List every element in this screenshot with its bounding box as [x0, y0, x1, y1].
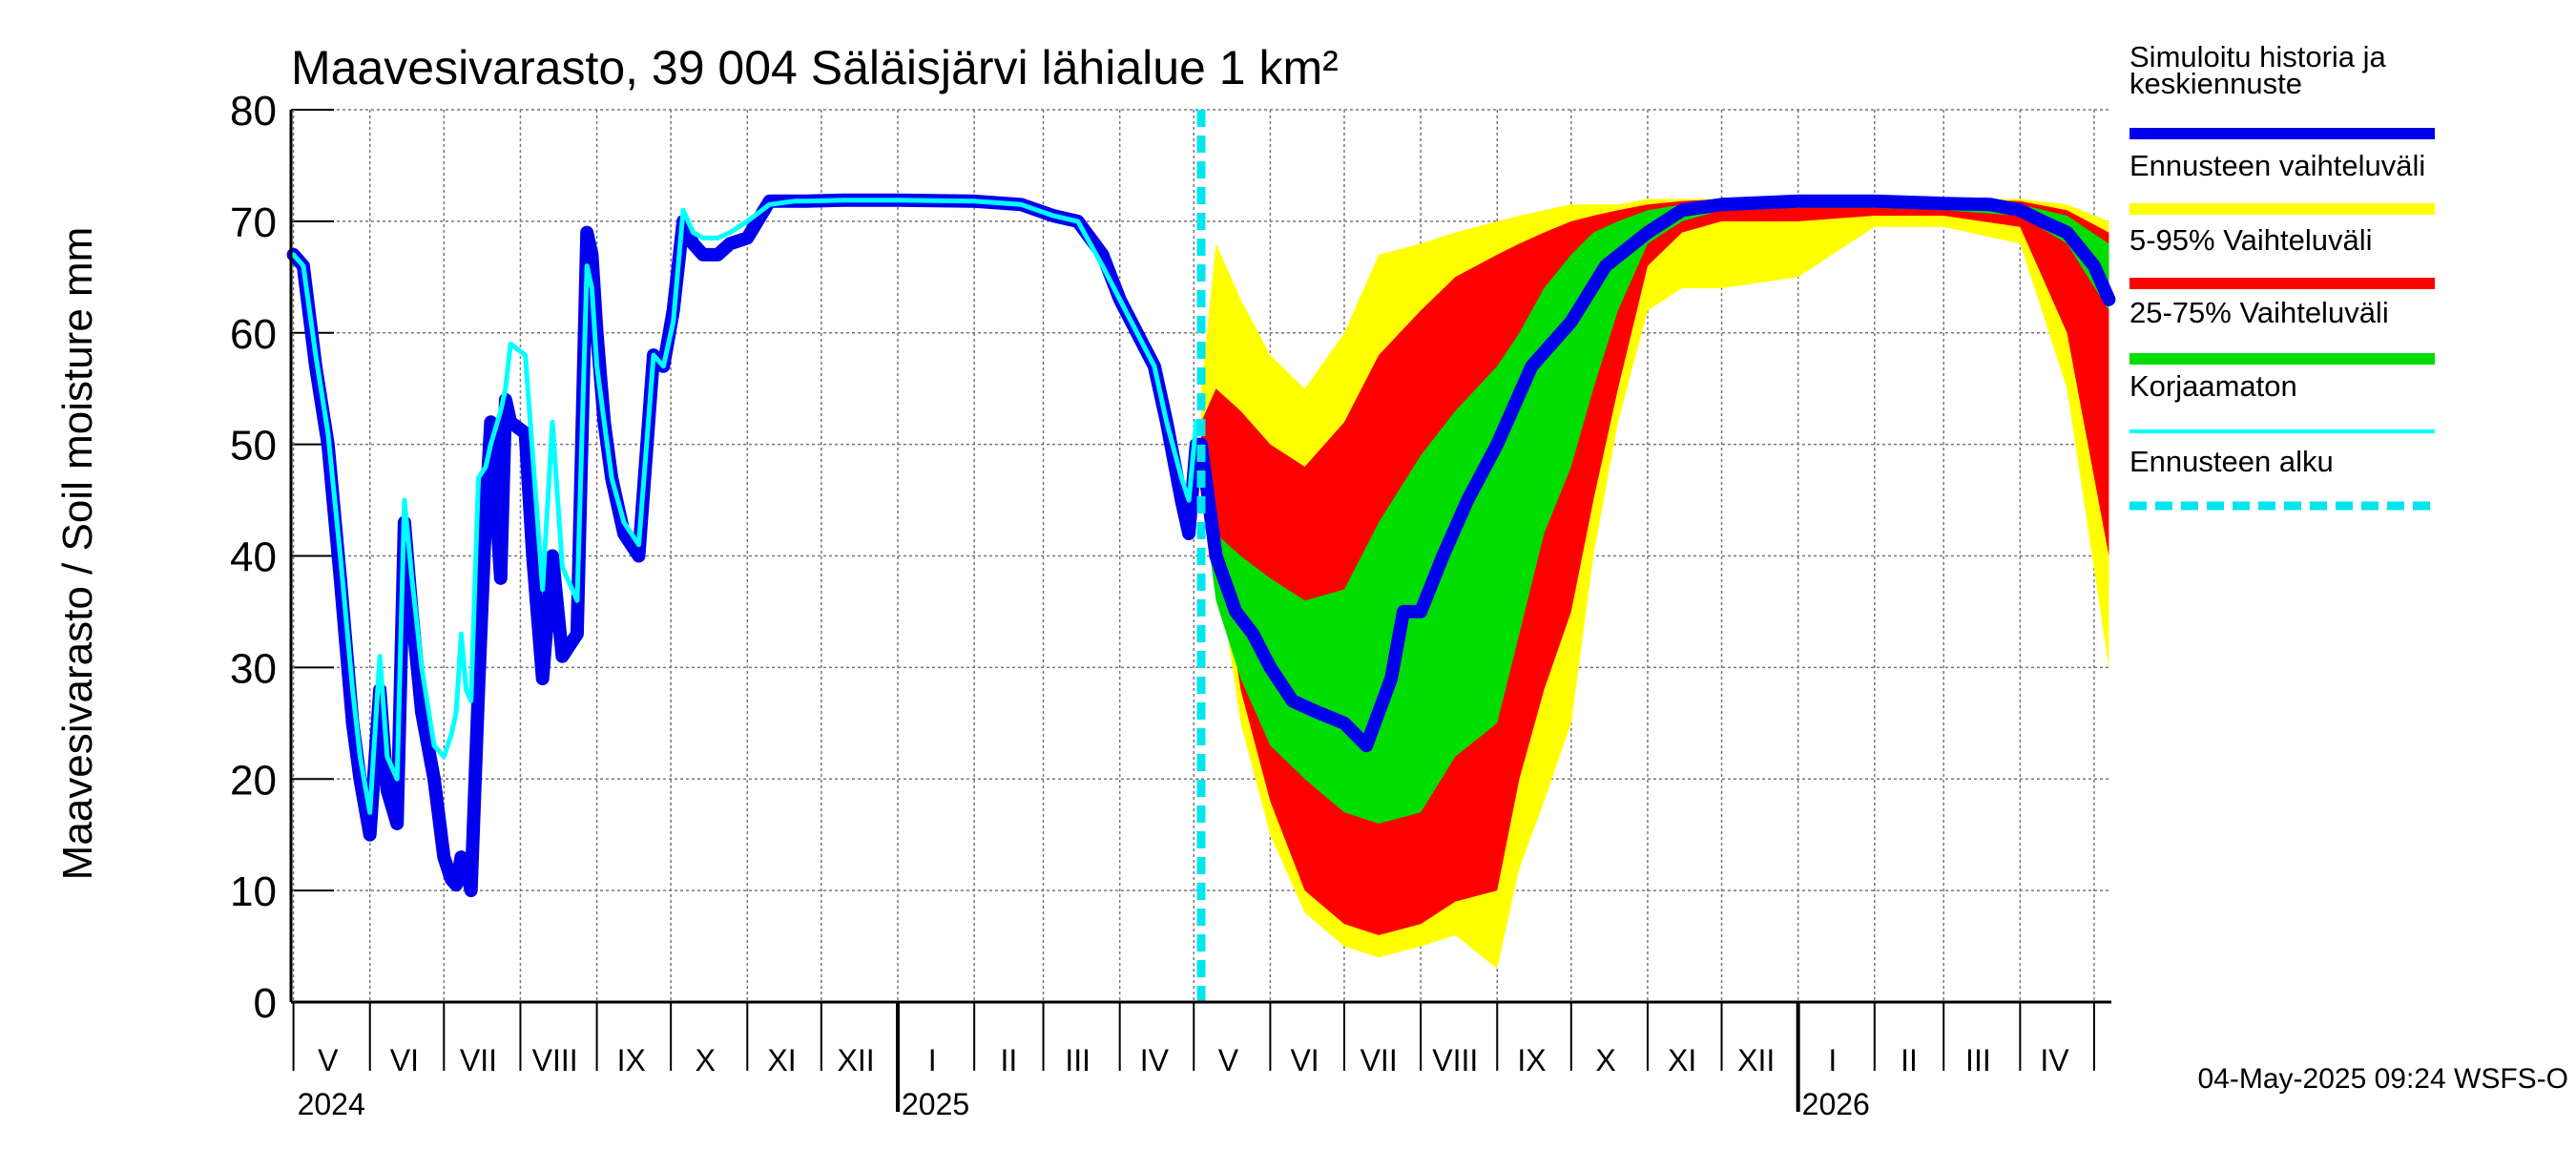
- x-month-label: VI: [390, 1043, 419, 1077]
- legend-label: Simuloitu historia ja: [2129, 40, 2387, 73]
- legend-label: 25-75% Vaihteluväli: [2129, 296, 2389, 329]
- y-tick-label: 80: [230, 88, 277, 135]
- series-line-uncorrected: [291, 198, 1204, 815]
- y-tick-label: 0: [254, 980, 277, 1027]
- band-25-75-vaihteluv-li: [1201, 200, 2109, 825]
- legend-label: Korjaamaton: [2129, 369, 2297, 403]
- y-tick-label: 30: [230, 645, 277, 692]
- series-line-simulated: [286, 193, 2116, 898]
- y-tick-label: 40: [230, 534, 277, 581]
- x-month-label: V: [318, 1043, 339, 1077]
- y-tick-label: 10: [230, 868, 277, 915]
- x-month-label: VII: [460, 1043, 497, 1077]
- x-month-label: XI: [1668, 1043, 1696, 1077]
- x-month-label: III: [1965, 1043, 1991, 1077]
- y-axis-label: Maavesivarasto / Soil moisture mm: [54, 227, 101, 881]
- x-month-label: II: [1901, 1043, 1918, 1077]
- band-5-95-vaihteluv-li: [1201, 199, 2109, 935]
- x-month-label: I: [928, 1043, 937, 1077]
- x-month-label: IX: [1517, 1043, 1546, 1077]
- x-month-label: VII: [1361, 1043, 1398, 1077]
- timestamp-label: 04-May-2025 09:24 WSFS-O: [2198, 1063, 2569, 1095]
- chart-title: Maavesivarasto, 39 004 Säläisjärvi lähia…: [291, 41, 1339, 94]
- x-year-label: 2024: [298, 1087, 365, 1121]
- x-month-label: II: [1000, 1043, 1017, 1077]
- legend-label: Ennusteen vaihteluväli: [2129, 149, 2425, 182]
- x-month-label: XII: [1737, 1043, 1775, 1077]
- x-year-label: 2026: [1802, 1087, 1870, 1121]
- x-month-label: IV: [2040, 1043, 2069, 1077]
- legend-label: Ennusteen alku: [2129, 445, 2334, 478]
- x-month-label: XII: [837, 1043, 874, 1077]
- x-month-label: IV: [1140, 1043, 1170, 1077]
- x-month-label: VI: [1290, 1043, 1319, 1077]
- x-year-label: 2025: [902, 1087, 969, 1121]
- x-month-label: XI: [767, 1043, 796, 1077]
- x-month-label: X: [696, 1043, 716, 1077]
- y-tick-label: 50: [230, 423, 277, 470]
- x-month-label: III: [1065, 1043, 1091, 1077]
- x-month-label: X: [1595, 1043, 1615, 1077]
- y-tick-label: 60: [230, 311, 277, 358]
- x-month-label: V: [1218, 1043, 1239, 1077]
- legend-label: 5-95% Vaihteluväli: [2129, 223, 2372, 257]
- x-month-label: VIII: [1432, 1043, 1478, 1077]
- x-month-label: I: [1828, 1043, 1837, 1077]
- y-tick-label: 70: [230, 199, 277, 246]
- x-month-label: VIII: [532, 1043, 578, 1077]
- legend-label: keskiennuste: [2129, 67, 2302, 100]
- y-tick-label: 20: [230, 757, 277, 804]
- x-month-label: IX: [617, 1043, 646, 1077]
